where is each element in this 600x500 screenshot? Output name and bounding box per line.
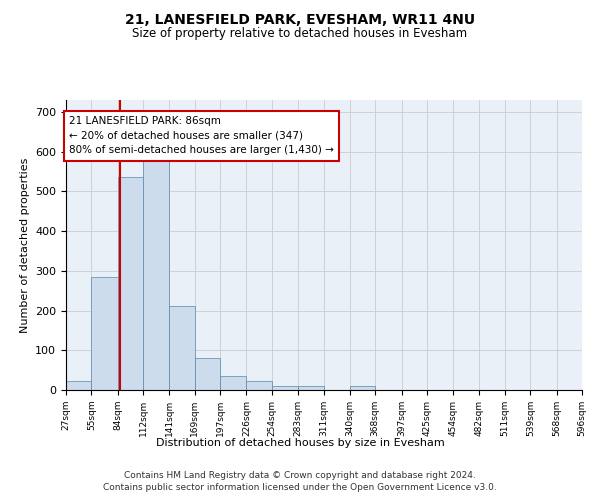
Bar — [143, 156, 169, 390]
Text: 21 LANESFIELD PARK: 86sqm
← 20% of detached houses are smaller (347)
80% of semi: 21 LANESFIELD PARK: 86sqm ← 20% of detac… — [69, 116, 334, 156]
Text: Contains public sector information licensed under the Open Government Licence v3: Contains public sector information licen… — [103, 483, 497, 492]
Bar — [247, 382, 272, 390]
Bar — [195, 358, 220, 390]
Text: 21, LANESFIELD PARK, EVESHAM, WR11 4NU: 21, LANESFIELD PARK, EVESHAM, WR11 4NU — [125, 12, 475, 26]
Y-axis label: Number of detached properties: Number of detached properties — [20, 158, 29, 332]
Bar — [91, 277, 118, 390]
Bar — [169, 306, 195, 390]
Bar — [220, 376, 247, 390]
Text: Size of property relative to detached houses in Evesham: Size of property relative to detached ho… — [133, 28, 467, 40]
Bar — [298, 386, 323, 390]
Bar — [350, 386, 375, 390]
Text: Distribution of detached houses by size in Evesham: Distribution of detached houses by size … — [155, 438, 445, 448]
Bar — [118, 178, 143, 390]
Bar — [272, 386, 298, 390]
Text: Contains HM Land Registry data © Crown copyright and database right 2024.: Contains HM Land Registry data © Crown c… — [124, 470, 476, 480]
Bar — [66, 382, 91, 390]
